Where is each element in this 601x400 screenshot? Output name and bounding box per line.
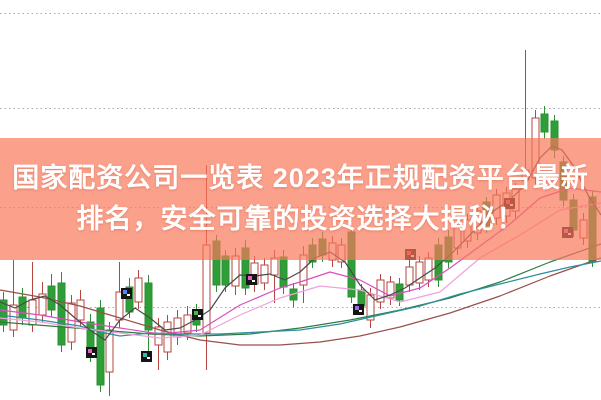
candle-body <box>18 296 27 319</box>
candle-body <box>57 282 66 346</box>
candle-body <box>154 326 163 346</box>
candle-body <box>144 282 153 331</box>
signal-marker-glyph <box>198 315 201 317</box>
signal-marker-glyph <box>147 357 150 359</box>
candle-body <box>96 307 105 386</box>
candle-body <box>279 256 288 288</box>
signal-marker-glyph <box>143 353 147 357</box>
signal-marker-glyph <box>123 290 127 294</box>
candle-body <box>270 257 279 276</box>
signal-marker-glyph <box>248 276 252 280</box>
candle-body <box>415 261 424 284</box>
headline-banner: 国家配资公司一览表 2023年正规配资平台最新 排名，安全可靠的投资选择大揭秘！ <box>0 138 601 260</box>
signal-marker-glyph <box>359 310 362 312</box>
candle-body <box>105 329 114 373</box>
candle-body <box>405 266 414 286</box>
signal-marker-glyph <box>88 349 92 353</box>
signal-marker-glyph <box>127 294 130 296</box>
candle-body <box>76 299 85 321</box>
signal-marker-glyph <box>355 306 359 310</box>
candle-body <box>424 257 433 281</box>
candle-body <box>134 277 143 303</box>
headline-line-1: 国家配资公司一览表 2023年正规配资平台最新 <box>12 163 589 193</box>
candle-body <box>357 289 366 307</box>
candle-body <box>67 302 76 343</box>
ma-maroon <box>0 257 601 346</box>
ma-teal <box>0 260 601 337</box>
headline-line-2: 排名，安全可靠的投资选择大揭秘！ <box>76 204 525 234</box>
candle-body <box>386 281 395 299</box>
candle-body <box>0 299 8 326</box>
signal-marker-glyph <box>194 311 198 315</box>
candle-body <box>221 255 230 286</box>
signal-marker-glyph <box>252 280 255 282</box>
candle-body <box>540 113 549 133</box>
signal-marker-glyph <box>92 353 95 355</box>
